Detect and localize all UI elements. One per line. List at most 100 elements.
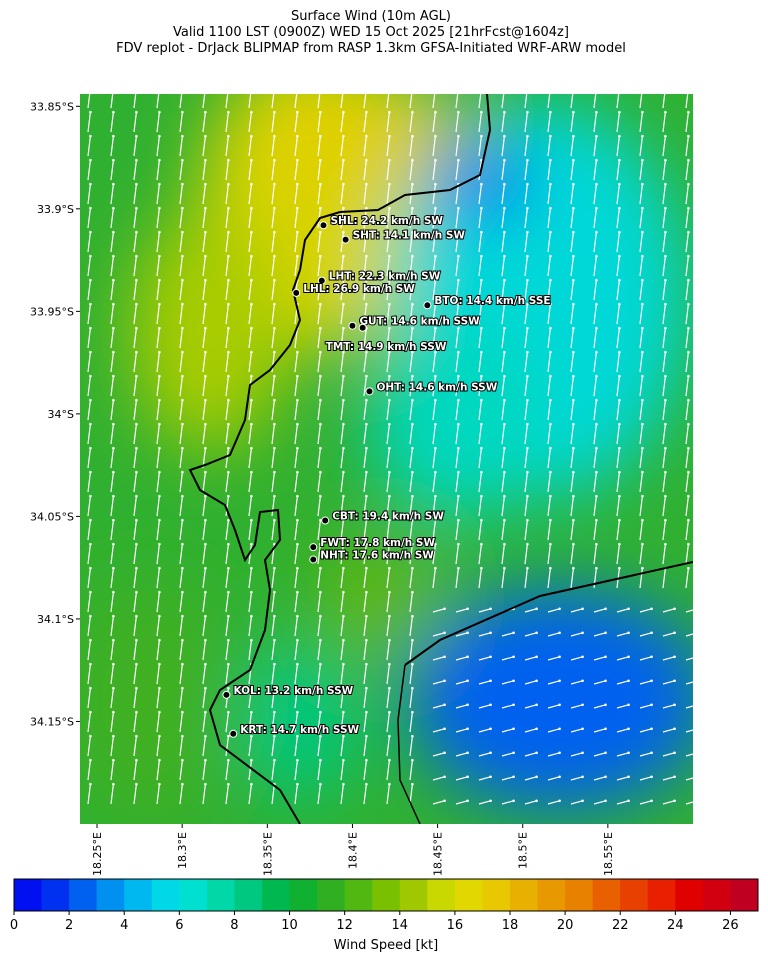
wind-arrow-head bbox=[158, 158, 161, 162]
wind-arrow-head bbox=[273, 110, 276, 114]
wind-arrow bbox=[685, 328, 689, 349]
wind-arrow-head bbox=[673, 727, 676, 731]
wind-arrow bbox=[179, 280, 183, 301]
wind-arrow-head bbox=[319, 110, 322, 114]
wind-arrow bbox=[478, 568, 482, 589]
wind-arrow-head bbox=[411, 278, 414, 282]
wind-arrow-head bbox=[411, 710, 414, 714]
wind-arrow-head bbox=[411, 566, 414, 570]
wind-arrow-head bbox=[342, 710, 345, 714]
wind-arrow bbox=[294, 640, 298, 661]
wind-arrow bbox=[616, 680, 629, 685]
wind-arrow bbox=[363, 448, 367, 469]
wind-arrow-head bbox=[158, 182, 161, 186]
wind-arrow-head bbox=[365, 566, 368, 570]
wind-arrow bbox=[156, 352, 160, 373]
wind-arrow-head bbox=[388, 566, 391, 570]
wind-arrow bbox=[455, 680, 468, 685]
wind-arrow-head bbox=[365, 518, 368, 522]
wind-arrow-head bbox=[526, 470, 529, 474]
wind-arrow-head bbox=[526, 87, 529, 90]
wind-arrow bbox=[570, 328, 574, 349]
wind-arrow bbox=[685, 232, 689, 253]
wind-arrow bbox=[524, 520, 528, 541]
wind-arrow-head bbox=[158, 758, 161, 762]
wind-arrow-head bbox=[549, 230, 552, 234]
wind-arrow bbox=[225, 472, 229, 493]
wind-arrow-head bbox=[664, 350, 667, 354]
wind-arrow bbox=[156, 400, 160, 421]
wind-arrow bbox=[110, 256, 114, 277]
wind-arrow bbox=[501, 304, 505, 325]
wind-arrow-head bbox=[181, 158, 184, 162]
station-label: NHT: 17.6 km/h SW bbox=[320, 549, 434, 561]
wind-arrow bbox=[524, 424, 528, 445]
wind-arrow bbox=[340, 400, 344, 421]
wind-arrow-head bbox=[549, 110, 552, 114]
wind-arrow-head bbox=[181, 230, 184, 234]
wind-arrow bbox=[524, 608, 537, 613]
wind-arrow-head bbox=[227, 638, 230, 642]
wind-arrow bbox=[110, 424, 114, 445]
wind-arrow-head bbox=[181, 278, 184, 282]
wind-arrow bbox=[271, 184, 275, 205]
wind-arrow bbox=[363, 112, 367, 133]
wind-arrow-head bbox=[411, 494, 414, 498]
wind-arrow bbox=[340, 256, 344, 277]
wind-arrow-head bbox=[204, 350, 207, 354]
wind-arrow-head bbox=[319, 87, 322, 90]
wind-arrow bbox=[662, 136, 666, 157]
wind-arrow-head bbox=[227, 710, 230, 714]
wind-arrow-head bbox=[158, 590, 161, 594]
wind-arrow bbox=[363, 640, 367, 661]
wind-arrow bbox=[685, 280, 689, 301]
wind-arrow-head bbox=[595, 374, 598, 378]
wind-arrow bbox=[363, 736, 367, 757]
wind-arrow-head bbox=[434, 230, 437, 234]
colorbar-swatch bbox=[41, 879, 70, 911]
colorbar-tick-label: 10 bbox=[281, 918, 298, 933]
wind-arrow bbox=[363, 376, 367, 397]
wind-arrow-head bbox=[641, 470, 644, 474]
wind-arrow-head bbox=[411, 518, 414, 522]
wind-arrow-head bbox=[641, 542, 644, 546]
colorbar-swatch bbox=[482, 879, 511, 911]
wind-arrow-head bbox=[641, 254, 644, 258]
colorbar-swatch bbox=[730, 879, 759, 911]
wind-arrow-head bbox=[204, 206, 207, 210]
wind-arrow-head bbox=[489, 727, 492, 731]
station-dot bbox=[341, 235, 350, 244]
wind-arrow-head bbox=[342, 374, 345, 378]
wind-arrow-head bbox=[181, 734, 184, 738]
wind-arrow bbox=[317, 688, 321, 709]
wind-arrow-head bbox=[227, 494, 230, 498]
wind-arrow-head bbox=[158, 110, 161, 114]
wind-arrow bbox=[455, 448, 459, 469]
wind-arrow-head bbox=[89, 422, 92, 426]
wind-arrow-head bbox=[342, 542, 345, 546]
wind-arrow-head bbox=[535, 775, 538, 779]
wind-arrow-head bbox=[89, 494, 92, 498]
colorbar-swatch bbox=[647, 879, 676, 911]
wind-arrow-head bbox=[181, 542, 184, 546]
wind-arrow-head bbox=[388, 470, 391, 474]
wind-arrow bbox=[547, 728, 560, 733]
wind-arrow bbox=[340, 688, 344, 709]
wind-arrow-head bbox=[443, 655, 446, 659]
wind-arrow-head bbox=[664, 374, 667, 378]
wind-arrow-head bbox=[296, 662, 299, 666]
wind-arrow bbox=[455, 800, 468, 805]
wind-arrow-head bbox=[388, 158, 391, 162]
wind-arrow-head bbox=[135, 326, 138, 330]
wind-arrow bbox=[294, 616, 298, 637]
station-label: GUT: 14.6 km/h SSW bbox=[359, 316, 480, 328]
wind-arrow-head bbox=[434, 446, 437, 450]
wind-arrow bbox=[386, 184, 390, 205]
wind-arrow bbox=[639, 800, 652, 805]
colorbar-swatch bbox=[565, 879, 594, 911]
wind-arrow bbox=[271, 256, 275, 277]
wind-arrow bbox=[639, 304, 643, 325]
wind-arrow bbox=[570, 448, 574, 469]
colorbar-swatch bbox=[14, 879, 43, 911]
wind-arrow bbox=[455, 608, 468, 613]
